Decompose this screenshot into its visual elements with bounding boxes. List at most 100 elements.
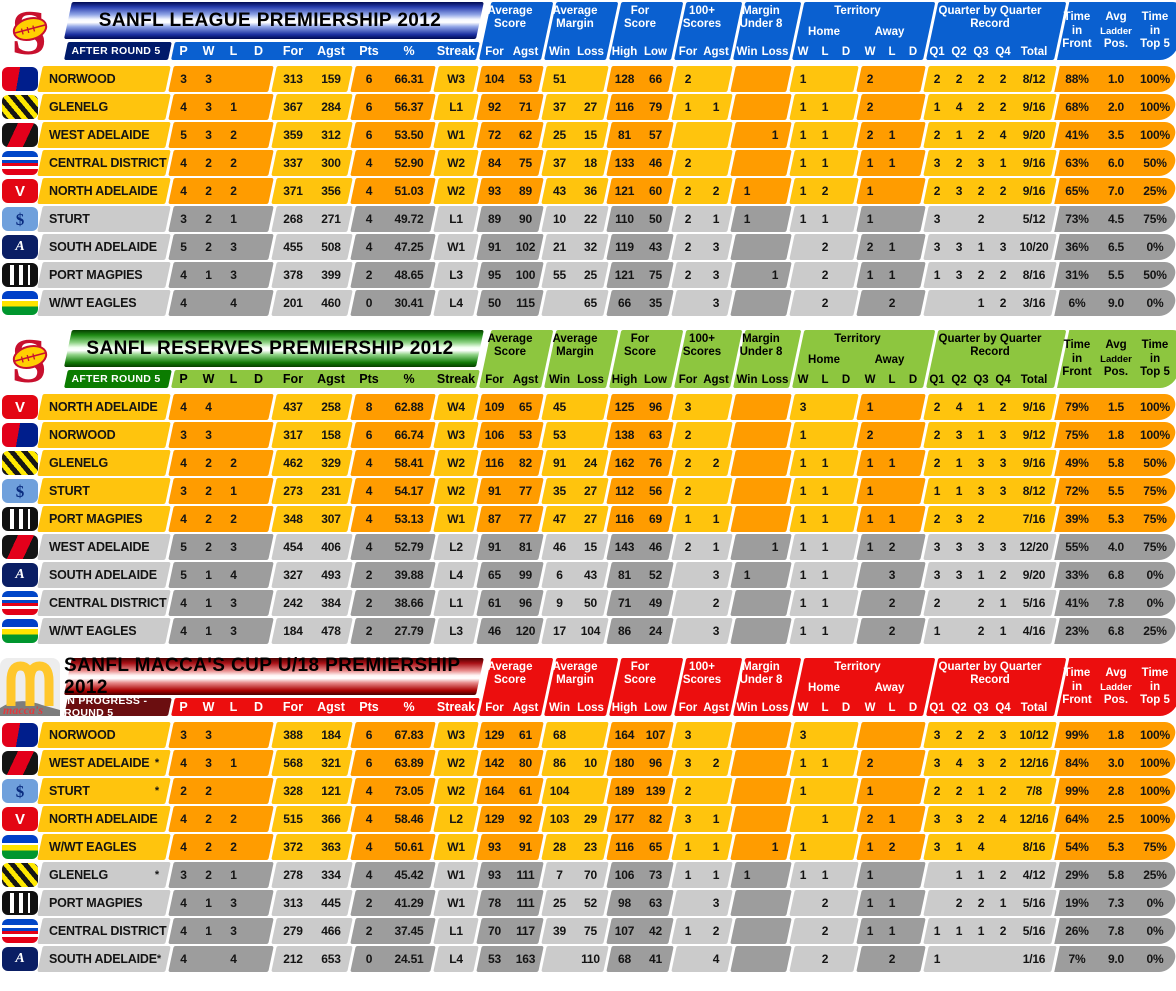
stat-block: 121 60: [609, 178, 671, 204]
cell-streak: W4: [447, 400, 465, 414]
stat-block: 2 39.88: [353, 562, 433, 588]
stat-block: 2: [674, 66, 730, 92]
stat-block: 2 3 2 7/16: [926, 506, 1054, 532]
cell-q-total: 8/12: [1022, 72, 1046, 86]
cell-as-for: 70: [488, 924, 501, 938]
cell-as-agst: 61: [519, 728, 532, 742]
col-header-d: D: [253, 372, 264, 386]
ladder-maccas_cup: macca's SANFL MACCA'S CUP U/18 PREMIERSHI…: [0, 654, 1176, 972]
cell-pct: 30.41: [394, 296, 424, 310]
stat-block: 1: [733, 534, 789, 560]
cell-as-agst: 91: [519, 840, 532, 854]
stat-block: 177 82: [609, 806, 671, 832]
cell-w: 2: [205, 812, 212, 826]
cell-ta-l: 1: [888, 268, 896, 282]
cell-agst: 159: [321, 72, 341, 86]
group-header-avg-margin: Average Margin Win Loss: [544, 2, 606, 60]
stat-block: 2: [792, 890, 856, 916]
cell-for: 313: [283, 72, 303, 86]
team-name: NORWOOD: [49, 728, 116, 742]
stat-block: 87 77: [479, 506, 541, 532]
cell-time-front: 73%: [1065, 212, 1089, 226]
cell-fs-high: 116: [615, 840, 634, 854]
group-header-avg-margin: Average Margin Win Loss: [544, 330, 606, 388]
cell-q-total: 5/16: [1022, 924, 1046, 938]
cell-q-total: 9/20: [1022, 568, 1046, 582]
cell-q2: 2: [955, 156, 963, 170]
cell-q3: 2: [977, 212, 985, 226]
cell-as-for: 50: [488, 296, 501, 310]
group-sub-headers: Q1 Q2 Q3 Q4 Total: [926, 374, 1054, 387]
stat-block: [733, 890, 789, 916]
cell-p: 4: [180, 924, 187, 938]
territory-home: Home: [808, 25, 840, 38]
group-header-for-score: For Score High Low: [609, 658, 671, 716]
cell-pts: 6: [365, 728, 373, 742]
stat-block: 2 48.65: [353, 262, 433, 288]
stat-block: 3: [674, 722, 730, 748]
team-name: W/WT EAGLES: [49, 624, 137, 638]
cell-pct: 66.74: [394, 428, 424, 442]
cell-q1: 1: [933, 624, 941, 638]
cell-fs-low: 57: [649, 128, 662, 142]
group-header-quarter-record: Quarter by Quarter Record Q1 Q2 Q3 Q4 Total: [926, 330, 1054, 388]
stat-block: 313 445: [274, 890, 350, 916]
cell-q3: 2: [977, 812, 985, 826]
cell-agst: 284: [321, 100, 341, 114]
cell-hp-for: 2: [684, 184, 692, 198]
sub-header-hp-agst: Agst: [703, 373, 729, 386]
stat-block: 2: [859, 750, 923, 776]
sub-header-am-win: Win: [549, 45, 570, 58]
cell-th-w: 1: [799, 212, 807, 226]
stack-col: Avg Ladder Pos.: [1097, 339, 1135, 380]
cell-time-front: 41%: [1065, 128, 1089, 142]
ladder-title: SANFL MACCA'S CUP U/18 PREMIERSHIP 2012: [64, 654, 461, 698]
cell-streak: L4: [449, 568, 463, 582]
stat-block: 367 284: [274, 94, 350, 120]
cell-time-top5: 25%: [1143, 868, 1167, 882]
team-monogram: A: [15, 239, 25, 254]
cell-fs-high: 106: [614, 868, 635, 882]
cell-th-l: 2: [821, 184, 829, 198]
stack-word: Pos.: [1103, 366, 1129, 379]
southadelaide-icon: A: [2, 563, 38, 587]
group-header-territory: Territory Home Away W L D W L D: [792, 2, 923, 60]
stat-block: 1 1 3 3 8/12: [926, 478, 1054, 504]
cell-hp-agst: 2: [712, 456, 720, 470]
cell-pts: 4: [365, 868, 373, 882]
cell-p: 4: [180, 184, 187, 198]
cell-ta-l: 1: [888, 512, 896, 526]
cell-fs-low: 96: [649, 400, 662, 414]
stat-block: 4 2 2: [171, 150, 271, 176]
group-title: Margin Under 8: [739, 5, 783, 30]
cell-th-l: 2: [821, 924, 829, 938]
stat-block: 2: [859, 290, 923, 316]
cell-q4: 1: [999, 156, 1007, 170]
stat-block: 1 2 3/16: [926, 290, 1054, 316]
cell-agst: 334: [321, 868, 341, 882]
cell-q3: 2: [977, 128, 985, 142]
cell-th-w: 1: [799, 596, 807, 610]
cell-time-front: 39%: [1065, 512, 1089, 526]
stat-block: 2: [674, 590, 730, 616]
cell-hp-for: 2: [684, 456, 692, 470]
cell-as-agst: 99: [519, 568, 532, 582]
sub-header-as-for: For: [485, 373, 504, 386]
cell-w: 2: [205, 784, 212, 798]
stat-block: 2: [859, 422, 923, 448]
team-name-cell: STURT: [40, 478, 168, 504]
cell-p: 4: [180, 952, 187, 966]
stat-block: [733, 778, 789, 804]
cell-q3: 2: [977, 512, 985, 526]
cell-fs-high: 81: [618, 128, 631, 142]
stat-block: 1 1 2 4/12: [926, 862, 1054, 888]
cell-fs-low: 24: [649, 624, 662, 638]
northadelaide-icon: V: [2, 179, 38, 203]
sub-header-th-w: W: [797, 701, 809, 714]
cell-pts: 4: [365, 484, 373, 498]
stack-word: Front: [1062, 366, 1092, 379]
sub-header-mu8-win: Win: [736, 373, 758, 386]
cell-streak: W3: [447, 428, 465, 442]
